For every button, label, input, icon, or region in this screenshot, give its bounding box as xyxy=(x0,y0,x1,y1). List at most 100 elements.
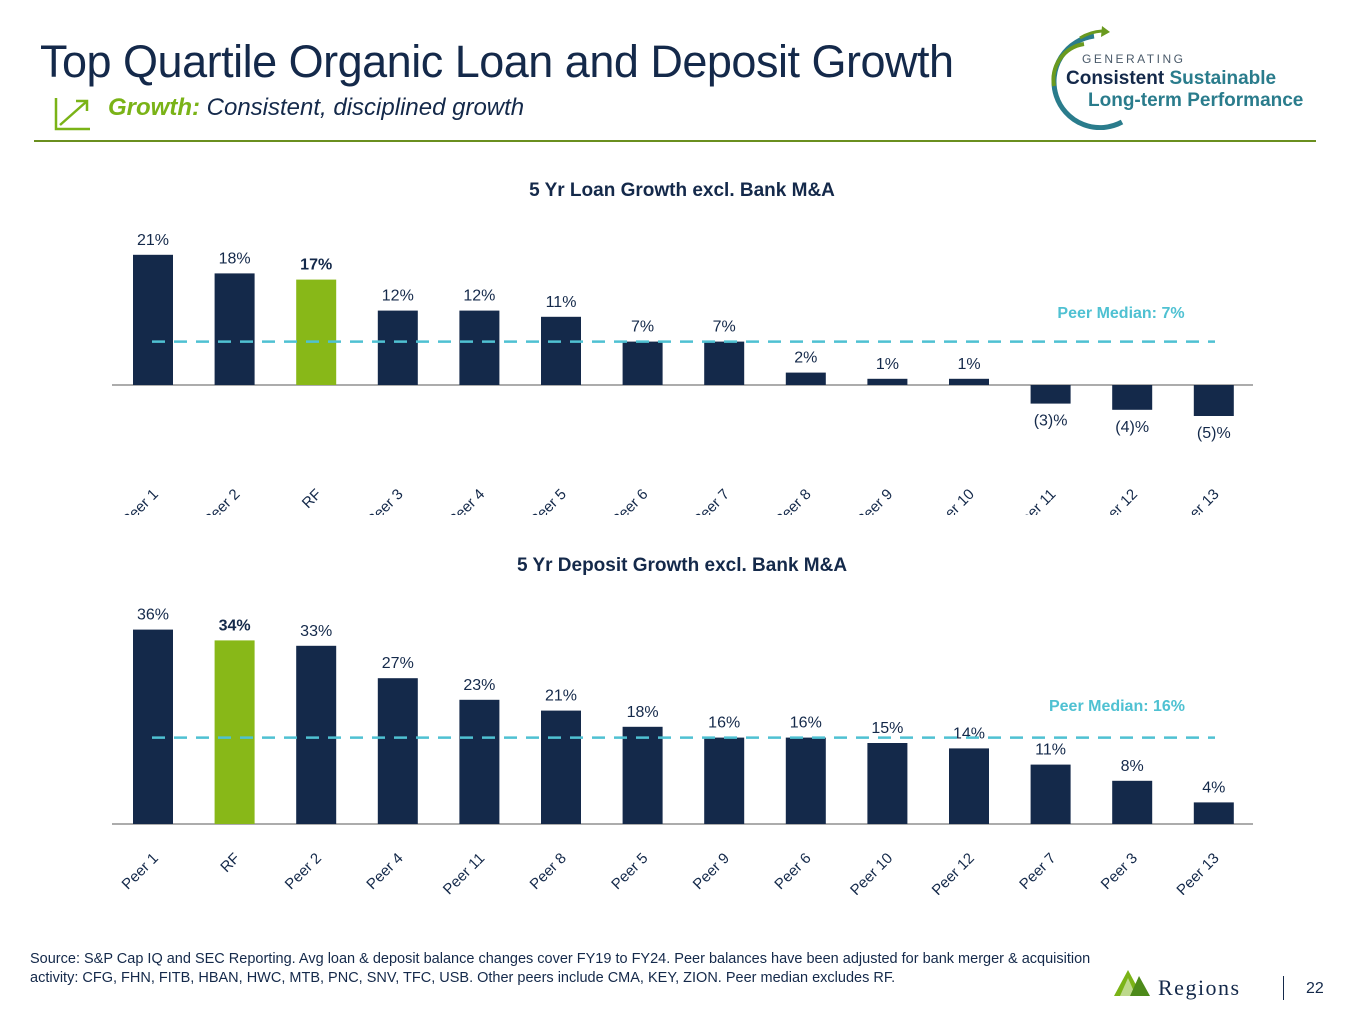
x-tick-label: Peer 12 xyxy=(929,850,978,895)
bar-peer-12 xyxy=(949,748,989,824)
data-label: 4% xyxy=(1202,779,1225,796)
bar-peer-11 xyxy=(459,699,500,824)
x-tick-label: Peer 4 xyxy=(363,850,406,893)
badge-line1: GENERATING xyxy=(1082,52,1186,66)
bar-peer-10 xyxy=(867,743,908,824)
badge-line2: Consistent Sustainable xyxy=(1066,68,1276,90)
data-label: 2% xyxy=(794,350,817,367)
bar-peer-4 xyxy=(377,678,418,824)
x-tick-label: RF xyxy=(299,486,325,512)
median-label: Peer Median: 7% xyxy=(1057,305,1184,322)
bar-peer-6 xyxy=(622,341,663,385)
chart-title: 5 Yr Loan Growth excl. Bank M&A xyxy=(529,180,835,201)
x-tick-label: Peer 12 xyxy=(1092,486,1141,515)
bar-peer-3 xyxy=(377,310,418,385)
bar-peer-6 xyxy=(785,737,826,824)
bar-peer-1 xyxy=(133,629,173,824)
x-tick-label: Peer 10 xyxy=(929,486,978,515)
x-tick-label: Peer 2 xyxy=(282,850,325,893)
x-tick-label: Peer 9 xyxy=(690,850,733,893)
x-tick-label: Peer 8 xyxy=(771,486,814,515)
x-tick-label: Peer 4 xyxy=(445,486,488,515)
header-divider xyxy=(34,140,1316,142)
x-tick-label: Peer 1 xyxy=(119,486,162,515)
data-label: 18% xyxy=(219,250,251,267)
bar-peer-5 xyxy=(622,726,663,824)
growth-arrow-icon xyxy=(54,98,90,131)
data-label: 11% xyxy=(546,294,577,311)
bar-peer-5 xyxy=(541,316,581,385)
x-tick-label: Peer 5 xyxy=(527,486,570,515)
subtitle-text: Consistent, disciplined growth xyxy=(199,94,525,121)
page-number: 22 xyxy=(1306,980,1324,997)
bar-rf xyxy=(296,279,337,385)
data-label: 33% xyxy=(300,623,332,640)
bar-peer-3 xyxy=(1112,780,1153,824)
x-tick-label: Peer 5 xyxy=(608,850,651,893)
regions-logo-icon xyxy=(1114,970,1150,996)
data-label: (4)% xyxy=(1115,419,1149,436)
data-label: 14% xyxy=(953,725,985,742)
bar-peer-9 xyxy=(867,378,908,385)
x-tick-label: RF xyxy=(217,850,243,876)
x-tick-label: Peer 11 xyxy=(1011,486,1059,515)
x-tick-label: Peer 11 xyxy=(440,850,488,895)
x-tick-label: Peer 3 xyxy=(1098,850,1141,893)
footer-divider xyxy=(1283,976,1284,1000)
bar-peer-9 xyxy=(704,737,745,824)
data-label: 36% xyxy=(137,607,169,624)
loan-growth-chart: 5 Yr Loan Growth excl. Bank M&A 21% Peer 1… xyxy=(112,180,1253,515)
bar-peer-8 xyxy=(541,710,581,824)
data-label: 7% xyxy=(713,319,736,336)
data-label: 7% xyxy=(631,319,654,336)
data-label: 8% xyxy=(1121,758,1144,775)
bar-peer-13 xyxy=(1193,802,1234,824)
page-title: Top Quartile Organic Loan and Deposit Gr… xyxy=(40,36,954,87)
data-label: 21% xyxy=(137,232,169,249)
badge-ring-icon xyxy=(1051,26,1124,130)
x-tick-label: Peer 6 xyxy=(771,850,814,893)
chart-title: 5 Yr Deposit Growth excl. Bank M&A xyxy=(517,555,847,576)
bar-peer-10 xyxy=(949,378,989,385)
x-tick-label: Peer 13 xyxy=(1173,486,1222,515)
x-tick-label: Peer 6 xyxy=(608,486,651,515)
bar-peer-2 xyxy=(214,273,255,385)
data-label: (5)% xyxy=(1197,425,1231,442)
data-label: 1% xyxy=(876,356,899,373)
data-label: 23% xyxy=(463,677,495,694)
badge-consistent: Consistent xyxy=(1066,68,1165,89)
x-tick-label: Peer 1 xyxy=(119,850,162,893)
x-tick-label: Peer 7 xyxy=(690,486,733,515)
bar-peer-8 xyxy=(785,372,826,385)
bar-peer-7 xyxy=(704,341,745,385)
data-label: 17% xyxy=(300,257,332,274)
data-label: 21% xyxy=(545,688,577,705)
regions-logo-text: Regions xyxy=(1158,975,1241,1000)
x-tick-label: Peer 8 xyxy=(527,850,570,893)
median-label: Peer Median: 16% xyxy=(1049,698,1185,715)
bar-rf xyxy=(214,640,255,824)
badge-sustainable: Sustainable xyxy=(1169,68,1277,89)
data-label: 27% xyxy=(382,655,414,672)
subtitle-accent: Growth: xyxy=(108,94,200,121)
deposit-growth-chart: 5 Yr Deposit Growth excl. Bank M&A 36% Pee… xyxy=(112,555,1253,895)
bar-peer-12 xyxy=(1112,385,1153,410)
data-label: 1% xyxy=(957,356,980,373)
badge-line3: Long-term Performance xyxy=(1088,90,1304,111)
x-tick-label: Peer 13 xyxy=(1173,850,1222,895)
x-tick-label: Peer 9 xyxy=(853,486,896,515)
bar-peer-11 xyxy=(1030,385,1071,404)
bar-peer-7 xyxy=(1030,764,1071,824)
x-tick-label: Peer 2 xyxy=(200,486,243,515)
bar-peer-2 xyxy=(296,645,337,824)
bar-peer-13 xyxy=(1193,385,1234,416)
data-label: 11% xyxy=(1035,742,1066,759)
page-subtitle: Growth: Consistent, disciplined growth xyxy=(108,94,524,122)
bar-peer-4 xyxy=(459,310,500,385)
data-label: 15% xyxy=(871,720,903,737)
data-label: (3)% xyxy=(1034,413,1068,430)
data-label: 18% xyxy=(627,704,659,721)
data-label: 12% xyxy=(463,288,495,305)
x-tick-label: Peer 7 xyxy=(1016,850,1059,893)
data-label: 16% xyxy=(790,715,822,732)
